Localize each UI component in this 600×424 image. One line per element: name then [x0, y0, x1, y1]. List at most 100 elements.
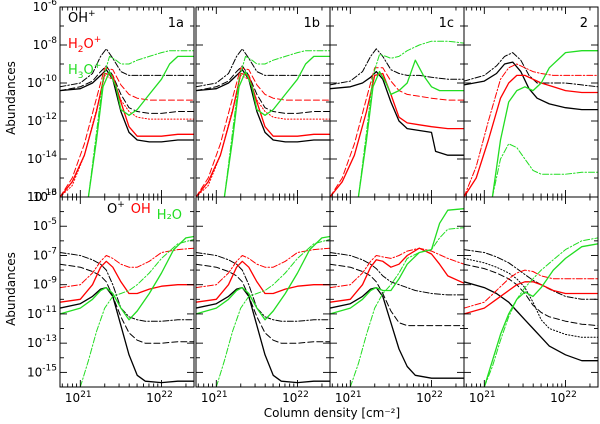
- x-tick-label: 1022: [416, 390, 443, 405]
- series-line-h2o-dashdot: [215, 238, 330, 387]
- panel-ions-1a: [60, 48, 194, 197]
- x-tick-label: 1022: [146, 390, 173, 405]
- series-line-ohplus-dashdot: [60, 48, 194, 88]
- legend-entry-top: H3O+: [68, 61, 101, 81]
- y-tick-label: 10-10: [27, 74, 57, 90]
- y-tick-label: 10-8: [33, 36, 58, 52]
- series-line-oh-solid: [464, 281, 598, 315]
- y-tick-label: 10-7: [33, 246, 57, 262]
- series-line-oplus-solid: [196, 286, 330, 384]
- series-line-h2o-dashdot: [79, 238, 194, 387]
- series-line-h2o-dashdot: [349, 227, 464, 387]
- series-line-h2o-solid: [483, 243, 598, 387]
- y-tick-label: 10-16: [27, 188, 57, 204]
- panel-ions-1b: [196, 48, 330, 197]
- panel-ions-2: [464, 50, 598, 197]
- series-line-h3oplus-solid: [87, 55, 194, 197]
- series-line-oplus-dashdot: [464, 249, 598, 300]
- series-line-h3oplus-dashdot: [357, 40, 464, 197]
- panel-label: 1b: [303, 16, 320, 31]
- series-line-oh-dashdot: [196, 247, 330, 289]
- series-line-h3oplus-dashdot: [223, 50, 330, 197]
- panel-frame: [195, 6, 331, 198]
- series-line-h2o-solid: [60, 235, 194, 321]
- series-line-ohplus-dashdot: [196, 48, 330, 88]
- series-line-oh-dashdot: [60, 247, 194, 289]
- series-line-oplus-solid: [330, 286, 464, 379]
- panel-frame: [329, 6, 465, 198]
- series-line-h2o-dashdot: [483, 237, 598, 387]
- x-tick-label: 1021: [335, 390, 362, 405]
- x-tick-label: 1021: [469, 390, 496, 405]
- y-tick-label: 10-9: [33, 276, 58, 292]
- y-tick-label: 10-5: [33, 217, 57, 233]
- series-line-ohplus-solid: [60, 69, 194, 143]
- series-line-oh-solid: [330, 247, 464, 303]
- series-line-ohplus-dashdot: [330, 48, 464, 86]
- x-tick-label: 1022: [550, 390, 577, 405]
- y-tick-label: 10-3: [33, 188, 57, 204]
- y-tick-label: 10-11: [27, 305, 57, 321]
- series-line-h2oplus-dashdot: [464, 63, 598, 197]
- series-line-h2oplus-dotted: [196, 74, 330, 197]
- series-line-ohplus-solid: [330, 70, 464, 156]
- series-line-oplus-solid: [60, 286, 194, 384]
- series-line-oplus-dashdot: [60, 252, 194, 322]
- series-line-h2oplus-dotted: [60, 74, 194, 197]
- series-line-oh-solid: [196, 260, 330, 303]
- series-line-h2o-solid: [196, 235, 330, 321]
- legend-entry-top: OH+: [68, 9, 96, 26]
- series-line-h3oplus-dashdot: [87, 50, 194, 197]
- series-line-oplus-dashed: [60, 263, 194, 344]
- panel-neutrals-2: [464, 237, 598, 387]
- panel-frame: [59, 6, 195, 198]
- panel-frame: [463, 6, 599, 198]
- series-line-oplus-dashed: [196, 263, 330, 344]
- panel-label: 1a: [168, 16, 184, 31]
- series-line-ohplus-solid: [464, 61, 598, 111]
- series-line-oh-dashdot: [464, 269, 598, 309]
- panel-label: 1c: [439, 16, 454, 31]
- panel-label: 2: [580, 16, 588, 31]
- y-tick-label: 10-15: [27, 363, 57, 379]
- y-axis-label-bottom: Abundances: [4, 252, 18, 326]
- y-tick-label: 10-12: [27, 112, 57, 128]
- panel-neutrals-1a: [60, 235, 194, 387]
- panel-frame: [195, 196, 331, 388]
- series-line-h2o-solid: [330, 208, 464, 315]
- series-line-oplus-dashed: [464, 263, 598, 327]
- x-tick-label: 1021: [201, 390, 228, 405]
- series-line-ohplus-dashed: [60, 65, 194, 114]
- y-tick-label: 10-14: [27, 150, 57, 166]
- series-line-ohplus-dashed: [196, 65, 330, 114]
- panel-frame: [59, 196, 195, 388]
- series-line-oh-dashdot: [330, 247, 464, 289]
- series-line-oplus-dashed: [330, 263, 464, 327]
- panel-frame: [463, 196, 599, 388]
- series-line-h3oplus-solid: [357, 59, 464, 197]
- series-line-oplus-dashdot: [196, 252, 330, 322]
- panel-frame: [329, 196, 465, 388]
- series-line-oh-solid: [60, 260, 194, 303]
- series-line-h2oplus-dashed: [60, 67, 194, 197]
- series-line-ohplus-solid: [196, 69, 330, 143]
- legend-entry-top: H2O+: [68, 35, 101, 55]
- panel-neutrals-1b: [196, 235, 330, 387]
- series-line-h2oplus-dashed: [196, 67, 330, 197]
- series-line-oplus-dashdot: [330, 252, 464, 296]
- y-axis-label-top: Abundances: [4, 61, 18, 135]
- series-line-h3oplus-solid: [223, 55, 330, 197]
- y-tick-label: 10-6: [33, 0, 58, 14]
- x-tick-label: 1022: [282, 390, 309, 405]
- series-line-h3oplus-solid: [491, 50, 598, 197]
- x-tick-label: 1021: [65, 390, 92, 405]
- x-axis-label: Column density [cm⁻²]: [264, 406, 400, 420]
- panel-ions-1c: [330, 40, 464, 197]
- legend-bottom: O+ OH H₂O: [107, 200, 182, 223]
- series-line-h2oplus-solid: [464, 74, 598, 197]
- series-line-h3oplus-dashdot: [491, 143, 598, 197]
- y-tick-label: 10-13: [27, 334, 57, 350]
- panel-neutrals-1c: [330, 208, 464, 387]
- series-line-h2oplus-dashed: [330, 67, 464, 197]
